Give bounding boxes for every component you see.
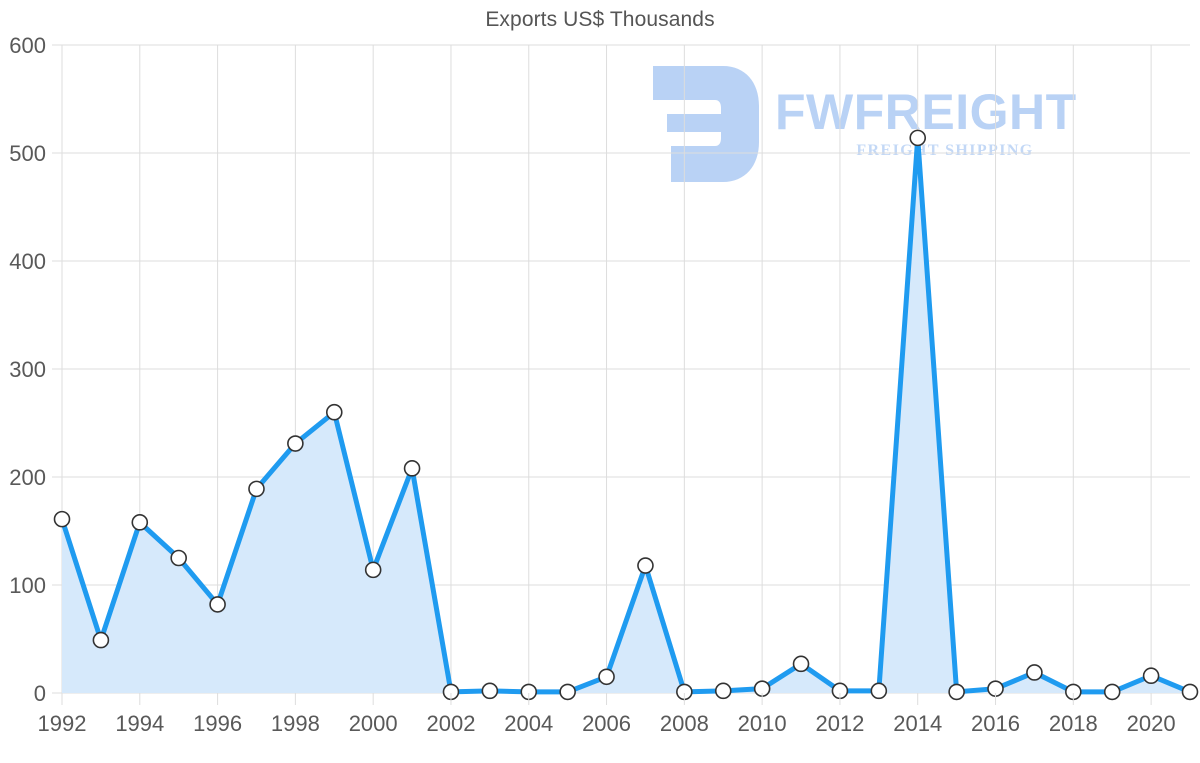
data-point-marker[interactable]: 1999: 260 (325, 403, 343, 421)
data-point-marker[interactable]: 1994: 158 (131, 514, 149, 531)
y-tick-label: 500 (9, 141, 46, 166)
y-tick-label: 400 (9, 249, 46, 274)
y-tick-label: 100 (9, 573, 46, 598)
data-point-marker[interactable]: 2011: 27 (792, 655, 810, 673)
y-tick-label: 0 (34, 681, 46, 706)
x-tick-label: 1994 (115, 711, 164, 736)
y-axis-ticks: 0 100 200 300 400 500 600 (9, 33, 62, 706)
y-tick-label: 200 (9, 465, 46, 490)
x-tick-label: 2012 (815, 711, 864, 736)
gridlines (61, 44, 1190, 694)
x-tick-label: 1998 (271, 711, 320, 736)
y-tick-label: 600 (9, 33, 46, 58)
x-tick-label: 2018 (1049, 711, 1098, 736)
data-point-marker[interactable]: 1996: 82 (209, 596, 226, 613)
x-tick-label: 1992 (38, 711, 87, 736)
chart-title: Exports US$ Thousands (485, 8, 715, 31)
data-point-marker[interactable]: 2020: 16 (1142, 667, 1160, 685)
x-tick-label: 2014 (893, 711, 942, 736)
data-markers: 1992: 161 1993: 49 1994: 158 1995: 125 1996:… (53, 129, 1199, 701)
data-point-marker[interactable]: 2000: 114 (364, 561, 382, 579)
data-point-marker[interactable]: 2001: 208 (403, 460, 421, 477)
x-tick-label: 2000 (349, 711, 398, 736)
x-tick-label: 2010 (738, 711, 787, 736)
data-point-marker[interactable]: 2006: 15 (598, 668, 615, 686)
x-tick-label: 2002 (426, 711, 475, 736)
x-tick-label: 2016 (971, 711, 1020, 736)
data-point-marker[interactable]: 2019: 1 (1103, 683, 1121, 701)
data-point-marker[interactable]: 1998: 231 (287, 435, 304, 452)
data-point-marker[interactable]: 2015: 1 (948, 683, 965, 701)
data-point-marker[interactable]: 2014: 514 (909, 129, 927, 147)
x-tick-label: 2020 (1127, 711, 1176, 736)
data-point-marker[interactable]: 1993: 49 (92, 631, 110, 649)
x-tick-label: 2006 (582, 711, 631, 736)
x-axis-ticks: 1992 1994 1996 1998 2000 2002 2004 2006 2008 2010… (38, 693, 1176, 736)
area-fill (62, 137, 1190, 693)
data-point-marker[interactable]: 2005: 1 (559, 683, 576, 701)
x-tick-label: 1996 (193, 711, 242, 736)
x-tick-label: 2008 (660, 711, 709, 736)
data-point-marker[interactable]: 2007: 118 (637, 557, 654, 574)
data-point-marker[interactable]: 1997: 189 (248, 480, 265, 498)
data-point-marker[interactable]: 2021: 1 (1181, 683, 1199, 701)
data-point-marker[interactable]: 1995: 125 (170, 549, 187, 567)
data-point-marker[interactable]: 2017: 19 (1026, 664, 1043, 681)
data-point-marker[interactable]: 2009: 2 (714, 682, 732, 700)
x-tick-label: 2004 (504, 711, 553, 736)
y-tick-label: 300 (9, 357, 46, 382)
data-point-marker[interactable]: 2013: 2 (870, 682, 888, 700)
data-point-marker[interactable]: 1992: 161 (53, 510, 71, 528)
